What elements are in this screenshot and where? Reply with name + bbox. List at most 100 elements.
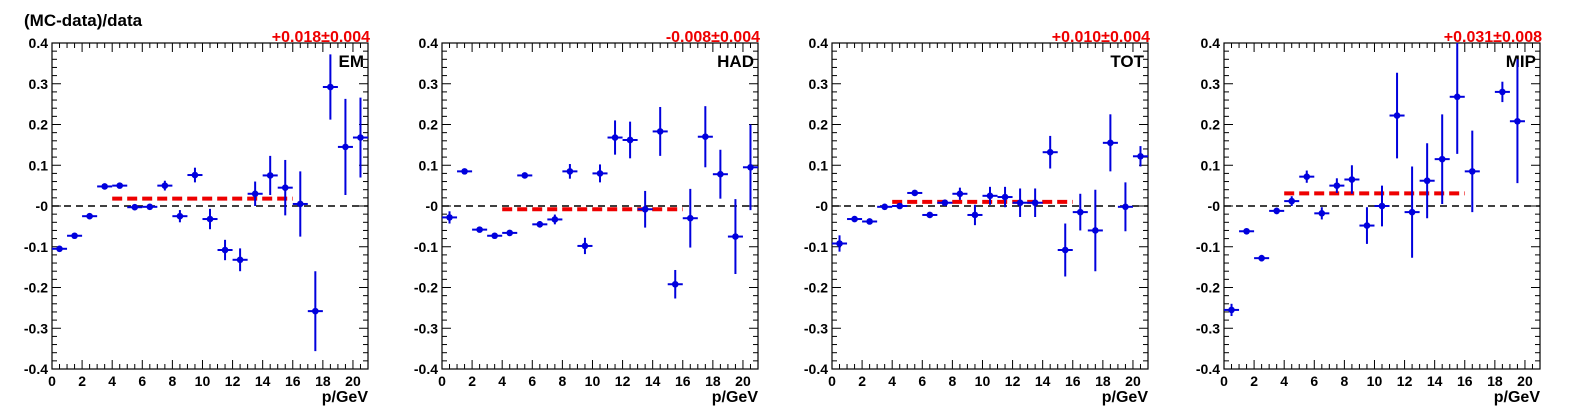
x-tick-label: 12 [615, 373, 631, 389]
point-marker [146, 203, 154, 211]
y-tick-label: 0.1 [809, 157, 829, 173]
data-point [577, 237, 593, 255]
y-tick-label: -0.3 [804, 320, 828, 336]
x-tick-label: 6 [528, 373, 536, 389]
data-point [1057, 223, 1073, 277]
data-point [202, 208, 218, 230]
point-marker [281, 184, 289, 191]
panel-label: HAD [717, 52, 754, 71]
point-marker [1061, 246, 1069, 254]
data-point [1434, 114, 1450, 204]
point-marker [1076, 208, 1084, 216]
point-marker [1122, 203, 1129, 211]
data-point [697, 106, 713, 168]
x-tick-label: 0 [1220, 373, 1228, 389]
panel-em: -0.4 -0.3 -0.2 -0.1 -0 0.1 0.2 0.3 0.4 0 2 4 6 8 10 12 1… [24, 29, 370, 406]
data-point [1359, 207, 1375, 244]
point-marker [506, 229, 514, 237]
y-tick-label: -0.1 [1196, 239, 1220, 255]
panel-label: TOT [1110, 52, 1144, 71]
point-marker [611, 134, 619, 141]
point-marker [911, 189, 919, 197]
x-tick-label: 0 [438, 373, 446, 389]
x-tick-label: 16 [285, 373, 301, 389]
data-point [337, 98, 353, 195]
y-tick-label: -0.4 [414, 361, 438, 377]
y-tick-label: 0.2 [1201, 117, 1221, 133]
point-marker [1468, 168, 1476, 175]
point-marker [566, 168, 574, 175]
data-point [1072, 193, 1088, 231]
y-tick-label: 0.4 [29, 35, 49, 51]
x-tick-label: 14 [1427, 373, 1443, 389]
fit-label: +0.018±0.004 [272, 29, 370, 46]
y-tick-label: -0.4 [804, 361, 828, 377]
point-marker [1288, 197, 1296, 205]
data-point [667, 269, 683, 299]
data-point [607, 120, 623, 155]
data-point [1344, 165, 1360, 194]
data-point [1449, 43, 1465, 154]
point-marker [191, 171, 199, 179]
x-tick-label: 18 [1487, 373, 1503, 389]
y-tick-label: -0.4 [1196, 361, 1220, 377]
point-marker [896, 202, 904, 210]
point-marker [1318, 210, 1326, 217]
point-marker [1258, 254, 1265, 262]
x-tick-label: 20 [1517, 373, 1533, 389]
data-point [157, 180, 173, 191]
point-marker [551, 216, 559, 223]
x-tick-label: 4 [498, 373, 506, 389]
x-tick-label: 4 [1280, 373, 1288, 389]
data-point [1314, 207, 1330, 220]
data-point [322, 54, 338, 120]
point-marker [851, 215, 858, 223]
data-point [292, 171, 308, 237]
data-point [922, 211, 938, 219]
fit-label: +0.031±0.008 [1444, 29, 1542, 46]
y-tick-label: -0 [816, 198, 829, 214]
point-marker [956, 190, 964, 198]
data-point [1374, 185, 1390, 227]
y-tick-label: -0.4 [24, 361, 48, 377]
fit-label: +0.010±0.004 [1052, 29, 1150, 46]
point-marker [747, 163, 754, 171]
point-marker [717, 170, 724, 178]
data-point [877, 203, 893, 211]
x-tick-label: 6 [1310, 373, 1318, 389]
y-tick-label: -0.3 [1196, 320, 1220, 336]
point-marker [1499, 88, 1506, 96]
data-point [262, 155, 278, 195]
y-tick-label: -0 [36, 198, 49, 214]
point-marker [1408, 208, 1416, 216]
y-tick-label: 0.3 [809, 76, 829, 92]
y-tick-label: -0 [426, 198, 439, 214]
y-tick-label: 0.4 [1201, 35, 1221, 51]
data-point [952, 187, 968, 200]
point-marker [266, 172, 274, 179]
point-marker [251, 190, 259, 198]
point-marker [941, 199, 949, 207]
data-point [682, 188, 698, 248]
data-point [1509, 59, 1525, 184]
data-point [937, 199, 953, 207]
x-tick-label: 20 [1125, 373, 1141, 389]
point-marker [1243, 227, 1250, 235]
data-point [892, 202, 908, 210]
x-tick-label: 6 [918, 373, 926, 389]
data-point [502, 229, 518, 237]
data-point [652, 106, 668, 156]
x-tick-label: 18 [1095, 373, 1111, 389]
x-tick-label: 20 [345, 373, 361, 389]
point-marker [1016, 199, 1024, 207]
data-point [1494, 81, 1510, 103]
point-marker [986, 192, 994, 200]
y-tick-label: 0.1 [1201, 157, 1221, 173]
data-point [517, 172, 533, 179]
point-marker [86, 212, 93, 220]
x-tick-label: 8 [558, 373, 566, 389]
x-tick-label: 4 [108, 373, 116, 389]
point-marker [357, 134, 364, 141]
x-tick-label: 14 [255, 373, 271, 389]
point-marker [1514, 117, 1521, 125]
